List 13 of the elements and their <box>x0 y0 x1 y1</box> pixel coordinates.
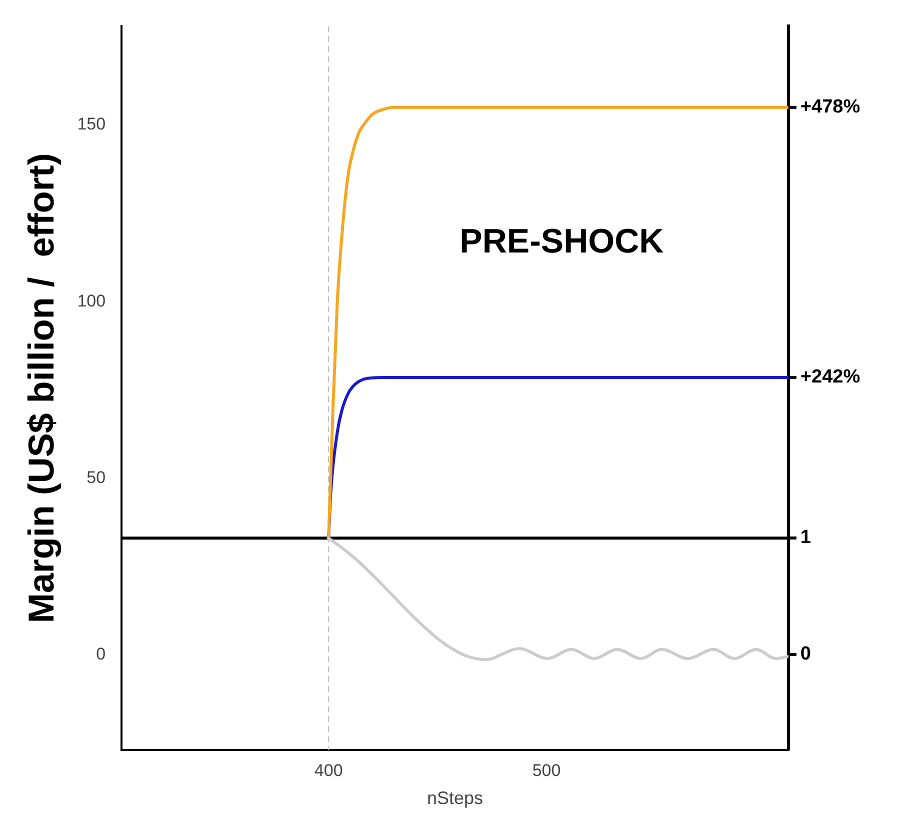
y-tick-label: 150 <box>77 114 106 134</box>
x-axis-title: nSteps <box>426 788 484 808</box>
x-tick-label: 400 <box>314 760 343 780</box>
text: +478% <box>800 96 860 118</box>
y-axis-title: Margin (US$ billion / effort) <box>20 153 62 624</box>
y-tick-label: 100 <box>77 291 106 310</box>
y2-tick-label: 0 <box>800 644 812 665</box>
annotation: PRE-SHOCK <box>460 222 664 261</box>
y2-tick-label: 1 <box>800 527 812 548</box>
x-tick-label: 500 <box>532 760 561 780</box>
y-tick-label: 0 <box>96 644 106 664</box>
y-tick-label: 50 <box>86 468 106 487</box>
text: +242% <box>800 366 860 388</box>
